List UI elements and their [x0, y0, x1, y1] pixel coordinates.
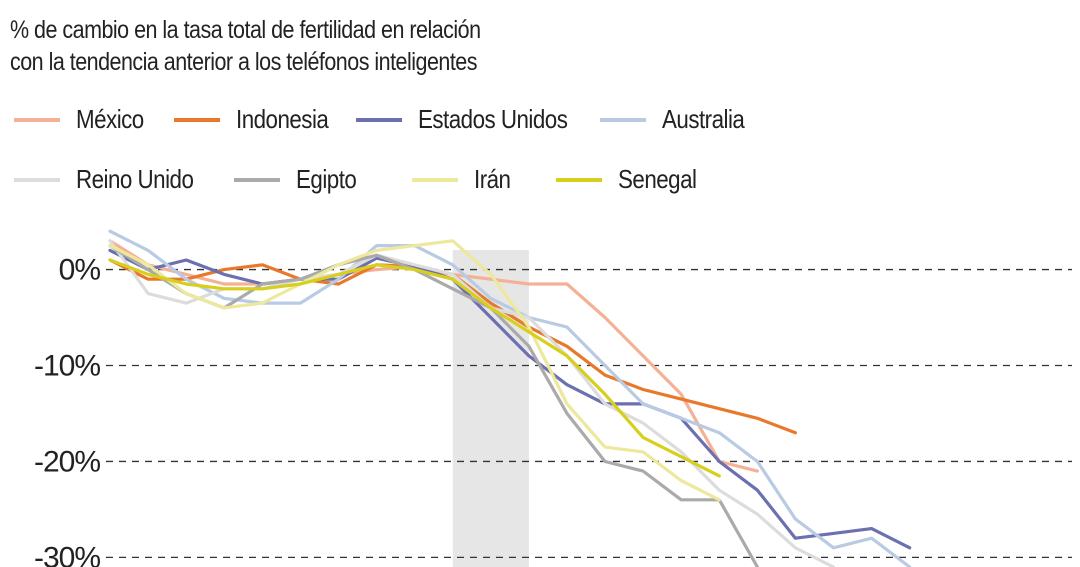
- legend-item-indonesia: Indonesia: [174, 104, 343, 135]
- series-line-australia: [108, 229, 912, 567]
- legend-item-estados-unidos: Estados Unidos: [356, 104, 592, 135]
- legend-label-mexico: México: [76, 104, 144, 134]
- legend-swatch-mexico: [14, 117, 60, 122]
- legend-swatch-australia: [600, 117, 646, 122]
- legend-item-senegal: Senegal: [556, 164, 709, 195]
- y-tick-label: -10%: [34, 350, 100, 383]
- legend-swatch-senegal: [556, 177, 602, 182]
- series-line-iran: [108, 239, 721, 502]
- legend-label-australia: Australia: [662, 104, 745, 134]
- legend-swatch-estados-unidos: [356, 117, 402, 122]
- legend-label-senegal: Senegal: [618, 164, 697, 194]
- legend-swatch-egipto: [234, 177, 280, 182]
- chart-title-line-1: % de cambio en la tasa total de fertilid…: [10, 16, 481, 44]
- legend-item-egipto: Egipto: [234, 164, 366, 195]
- legend-item-australia: Australia: [600, 104, 758, 135]
- legend-item-reino-unido: Reino Unido: [14, 164, 213, 195]
- y-tick-label: -30%: [34, 541, 100, 567]
- y-tick-label: 0%: [59, 254, 101, 287]
- chart-title-line-2: con la tendencia anterior a los teléfono…: [10, 48, 477, 76]
- series-line-senegal: [108, 258, 721, 478]
- legend-swatch-reino-unido: [14, 177, 60, 182]
- series-line-estados-unidos: [108, 248, 912, 550]
- legend-swatch-indonesia: [174, 117, 220, 122]
- legend-swatch-iran: [412, 177, 458, 182]
- legend-item-iran: Irán: [412, 164, 516, 195]
- legend: México Indonesia Estados Unidos Australi…: [0, 0, 1080, 200]
- legend-label-estados-unidos: Estados Unidos: [418, 104, 568, 134]
- legend-label-indonesia: Indonesia: [236, 104, 329, 134]
- legend-item-mexico: México: [14, 104, 155, 135]
- legend-label-egipto: Egipto: [296, 164, 357, 194]
- legend-label-reino-unido: Reino Unido: [76, 164, 194, 194]
- chart-title: % de cambio en la tasa total de fertilid…: [10, 14, 481, 78]
- y-tick-label: -20%: [34, 445, 100, 478]
- legend-label-iran: Irán: [474, 164, 511, 194]
